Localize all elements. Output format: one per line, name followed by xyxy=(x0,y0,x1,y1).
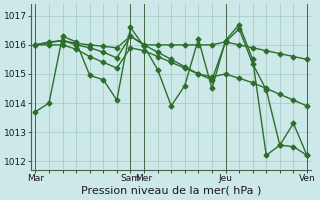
X-axis label: Pression niveau de la mer( hPa ): Pression niveau de la mer( hPa ) xyxy=(81,186,261,196)
